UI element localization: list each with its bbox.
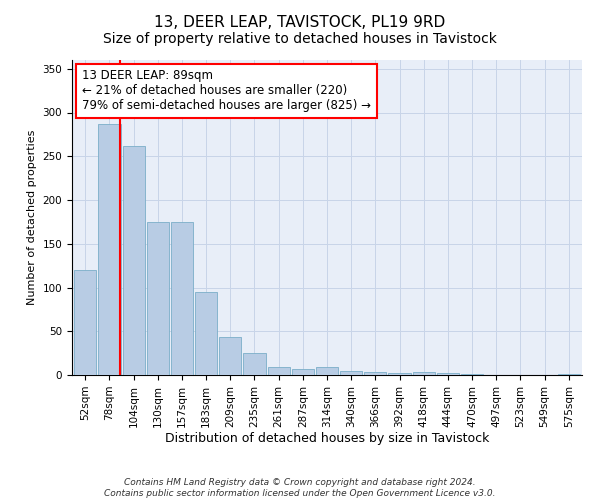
Bar [413,372,435,375]
Bar [171,222,193,375]
X-axis label: Distribution of detached houses by size in Tavistock: Distribution of detached houses by size … [165,432,489,446]
Text: Contains HM Land Registry data © Crown copyright and database right 2024.
Contai: Contains HM Land Registry data © Crown c… [104,478,496,498]
Bar [292,369,314,375]
Bar [146,222,169,375]
Text: 13 DEER LEAP: 89sqm
← 21% of detached houses are smaller (220)
79% of semi-detac: 13 DEER LEAP: 89sqm ← 21% of detached ho… [82,70,371,112]
Bar [268,367,290,375]
Text: 13, DEER LEAP, TAVISTOCK, PL19 9RD: 13, DEER LEAP, TAVISTOCK, PL19 9RD [154,15,446,30]
Bar [388,373,410,375]
Bar [195,292,217,375]
Bar [557,374,580,375]
Bar [122,146,145,375]
Bar [437,373,459,375]
Text: Size of property relative to detached houses in Tavistock: Size of property relative to detached ho… [103,32,497,46]
Bar [74,270,97,375]
Bar [98,124,121,375]
Y-axis label: Number of detached properties: Number of detached properties [27,130,37,305]
Bar [316,367,338,375]
Bar [340,370,362,375]
Bar [364,372,386,375]
Bar [461,374,483,375]
Bar [219,338,241,375]
Bar [244,353,266,375]
